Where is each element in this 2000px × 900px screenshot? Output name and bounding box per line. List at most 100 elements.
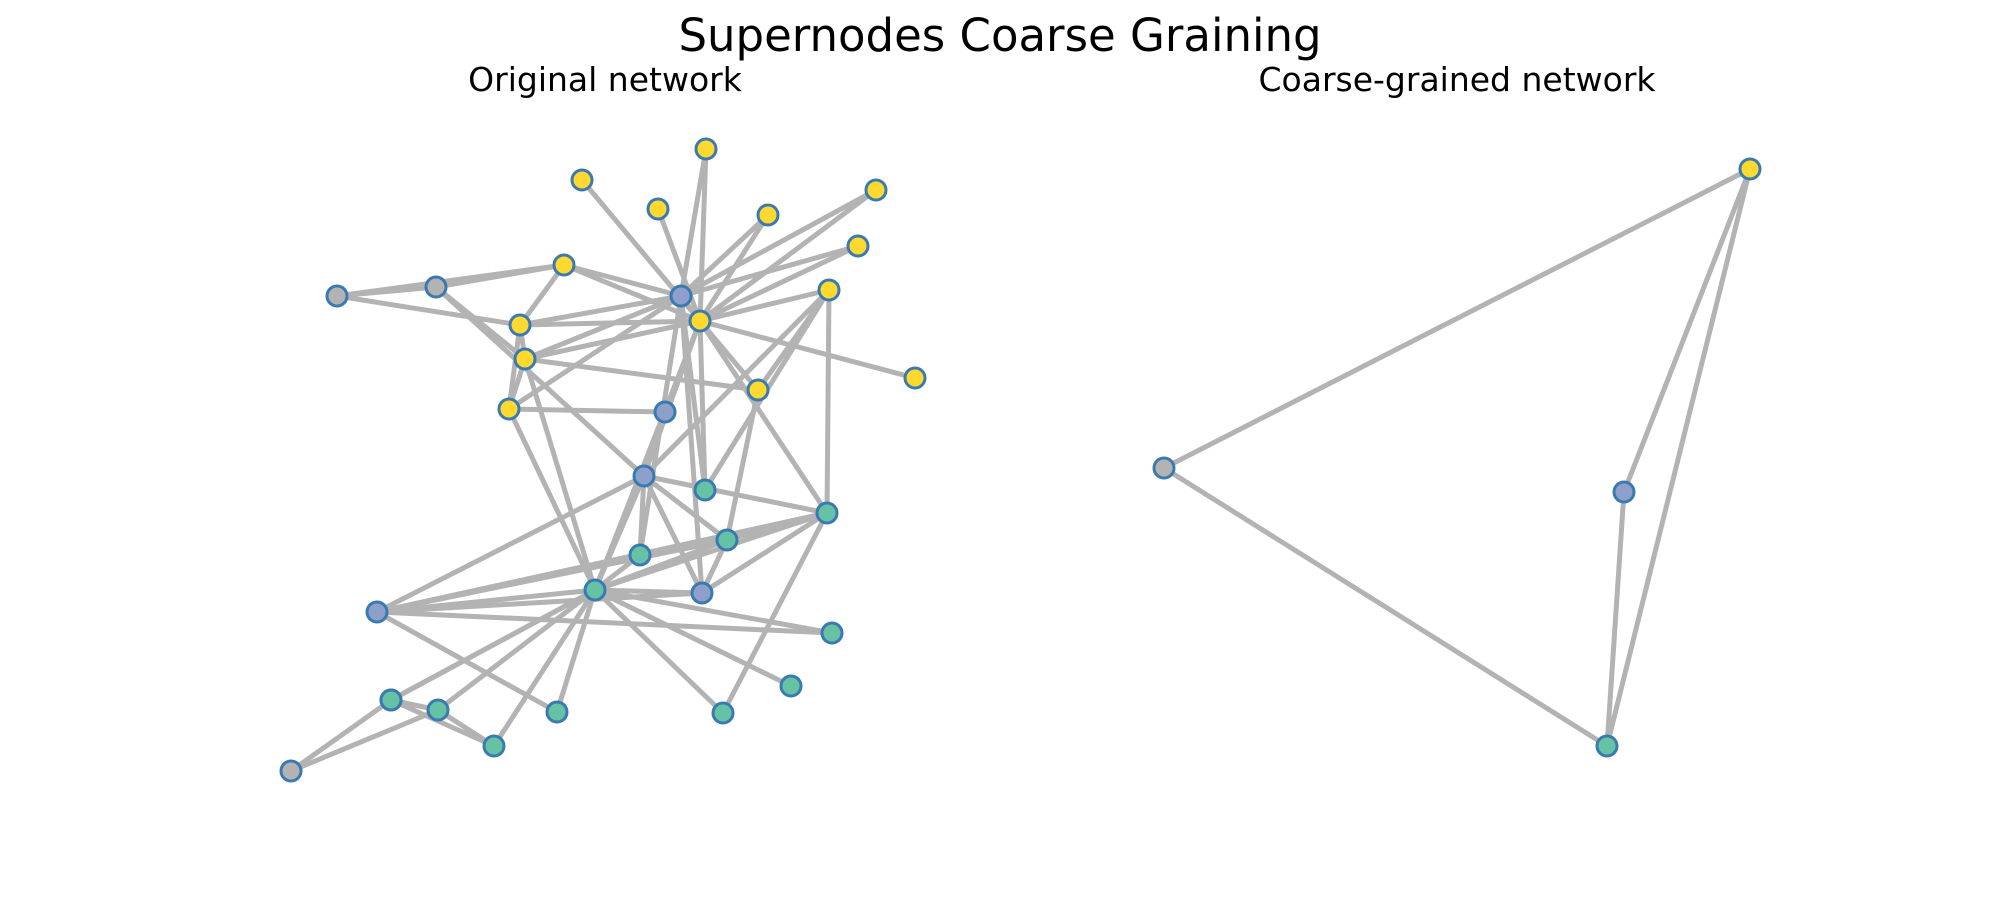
node-original-32-teal bbox=[482, 734, 506, 758]
panel-original: Original network bbox=[279, 60, 927, 783]
edge-original-24-28 bbox=[592, 587, 726, 716]
node-original-0-yellow bbox=[570, 168, 594, 192]
edge-original-15-11 bbox=[697, 318, 918, 381]
edge-original-13-24 bbox=[506, 406, 598, 593]
node-original-2-yellow bbox=[646, 197, 670, 221]
edge-original-19-24 bbox=[592, 473, 647, 593]
edge-original-21-24 bbox=[592, 510, 830, 593]
edge-original-19-20 bbox=[641, 473, 730, 543]
edge-original-6-10 bbox=[334, 293, 523, 328]
edge-original-5-11 bbox=[697, 243, 861, 324]
edge-original-2-11 bbox=[655, 206, 703, 324]
edge-original-8-9 bbox=[561, 262, 684, 299]
edges-original bbox=[288, 146, 918, 774]
node-original-17-purple bbox=[653, 400, 677, 424]
node-original-7-gray bbox=[424, 275, 448, 299]
node-original-18-teal bbox=[693, 478, 717, 502]
node-original-31-teal bbox=[426, 698, 450, 722]
edges-coarse bbox=[1161, 166, 1753, 749]
edge-original-8-10 bbox=[517, 262, 567, 328]
edge-original-24-25 bbox=[374, 587, 598, 615]
edge-original-11-12 bbox=[522, 318, 703, 362]
node-original-26-teal bbox=[820, 621, 844, 645]
node-original-13-yellow bbox=[497, 397, 521, 421]
node-original-25-purple bbox=[365, 600, 389, 624]
edge-coarse-P-T bbox=[1604, 489, 1627, 749]
edge-original-16-20 bbox=[724, 387, 761, 543]
edge-coarse-Y-P bbox=[1621, 166, 1753, 495]
edge-original-24-33 bbox=[388, 587, 598, 703]
node-original-12-yellow bbox=[513, 347, 537, 371]
edge-original-24-32 bbox=[491, 587, 598, 749]
node-original-29-teal bbox=[545, 700, 569, 724]
node-original-5-yellow bbox=[846, 234, 870, 258]
node-original-33-teal bbox=[379, 688, 403, 712]
edge-coarse-Y-T bbox=[1604, 166, 1753, 749]
node-original-24-teal bbox=[583, 578, 607, 602]
node-original-34-gray bbox=[279, 759, 303, 783]
nodes-original bbox=[279, 137, 927, 783]
node-original-11-yellow bbox=[688, 309, 712, 333]
node-original-19-purple bbox=[632, 464, 656, 488]
node-original-6-gray bbox=[325, 284, 349, 308]
edge-coarse-Y-G bbox=[1161, 166, 1753, 471]
node-original-21-teal bbox=[815, 501, 839, 525]
edge-original-30-34 bbox=[288, 697, 394, 774]
edge-original-14-21 bbox=[824, 287, 832, 516]
edge-original-12-16 bbox=[522, 356, 761, 393]
edge-original-7-8 bbox=[433, 262, 567, 290]
node-original-4-yellow bbox=[864, 178, 888, 202]
node-original-22-teal bbox=[628, 543, 652, 567]
edge-original-12-24 bbox=[522, 356, 598, 593]
edge-original-24-27 bbox=[592, 587, 794, 689]
edge-original-21-28 bbox=[720, 510, 830, 716]
edge-original-11-14 bbox=[697, 287, 832, 324]
edge-original-4-9 bbox=[678, 187, 879, 299]
node-original-8-yellow bbox=[552, 253, 576, 277]
edge-original-14-16 bbox=[755, 287, 832, 393]
edge-coarse-G-T bbox=[1161, 465, 1610, 749]
panel-title-original: Original network bbox=[468, 60, 743, 99]
edge-original-4-11 bbox=[697, 187, 879, 324]
node-original-9-purple bbox=[669, 284, 693, 308]
node-original-23-purple bbox=[690, 581, 714, 605]
node-original-28-teal bbox=[711, 701, 735, 725]
node-coarse-P-purple bbox=[1612, 480, 1636, 504]
edge-original-11-18 bbox=[697, 318, 708, 493]
node-original-1-yellow bbox=[694, 137, 718, 161]
edge-original-24-31 bbox=[435, 587, 598, 713]
node-original-10-yellow bbox=[508, 313, 532, 337]
edge-original-5-9 bbox=[678, 243, 861, 299]
edge-original-13-17 bbox=[506, 406, 668, 415]
edge-original-24-29 bbox=[554, 587, 598, 715]
edge-original-1-9 bbox=[678, 146, 709, 299]
node-original-3-yellow bbox=[756, 203, 780, 227]
node-original-15-yellow bbox=[903, 366, 927, 390]
node-original-14-yellow bbox=[817, 278, 841, 302]
edge-original-9-12 bbox=[522, 293, 684, 362]
edge-original-11-21 bbox=[697, 318, 830, 516]
node-original-27-teal bbox=[779, 674, 803, 698]
edge-original-19-21 bbox=[641, 473, 830, 516]
node-coarse-T-teal bbox=[1595, 734, 1619, 758]
nodes-coarse bbox=[1152, 157, 1762, 758]
figure-title: Supernodes Coarse Graining bbox=[678, 9, 1321, 62]
edge-original-25-29 bbox=[374, 609, 560, 715]
edge-original-25-26 bbox=[374, 609, 835, 636]
edge-original-7-19 bbox=[433, 284, 647, 479]
edge-original-10-13 bbox=[506, 322, 523, 412]
panel-title-coarse: Coarse-grained network bbox=[1259, 60, 1657, 99]
node-original-16-yellow bbox=[746, 378, 770, 402]
edge-original-21-25 bbox=[374, 510, 830, 615]
edge-original-10-9 bbox=[517, 293, 684, 328]
edge-original-9-13 bbox=[506, 293, 684, 412]
edge-original-24-26 bbox=[592, 587, 835, 636]
edge-original-21-23 bbox=[699, 510, 830, 596]
edge-original-14-19 bbox=[641, 287, 832, 479]
edge-original-19-23 bbox=[641, 473, 705, 596]
edge-original-32-33 bbox=[388, 697, 497, 749]
panel-coarse: Coarse-grained network bbox=[1152, 60, 1762, 758]
edge-original-19-22 bbox=[637, 473, 647, 558]
edge-original-3-9 bbox=[678, 212, 771, 299]
